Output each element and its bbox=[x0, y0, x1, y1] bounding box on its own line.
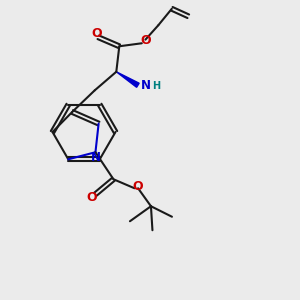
Text: O: O bbox=[92, 27, 102, 40]
Text: H: H bbox=[152, 82, 160, 92]
Text: O: O bbox=[86, 191, 97, 204]
Text: O: O bbox=[133, 180, 143, 193]
Text: O: O bbox=[140, 34, 151, 47]
Text: N: N bbox=[141, 79, 151, 92]
Text: N: N bbox=[91, 151, 101, 164]
Polygon shape bbox=[116, 72, 139, 87]
